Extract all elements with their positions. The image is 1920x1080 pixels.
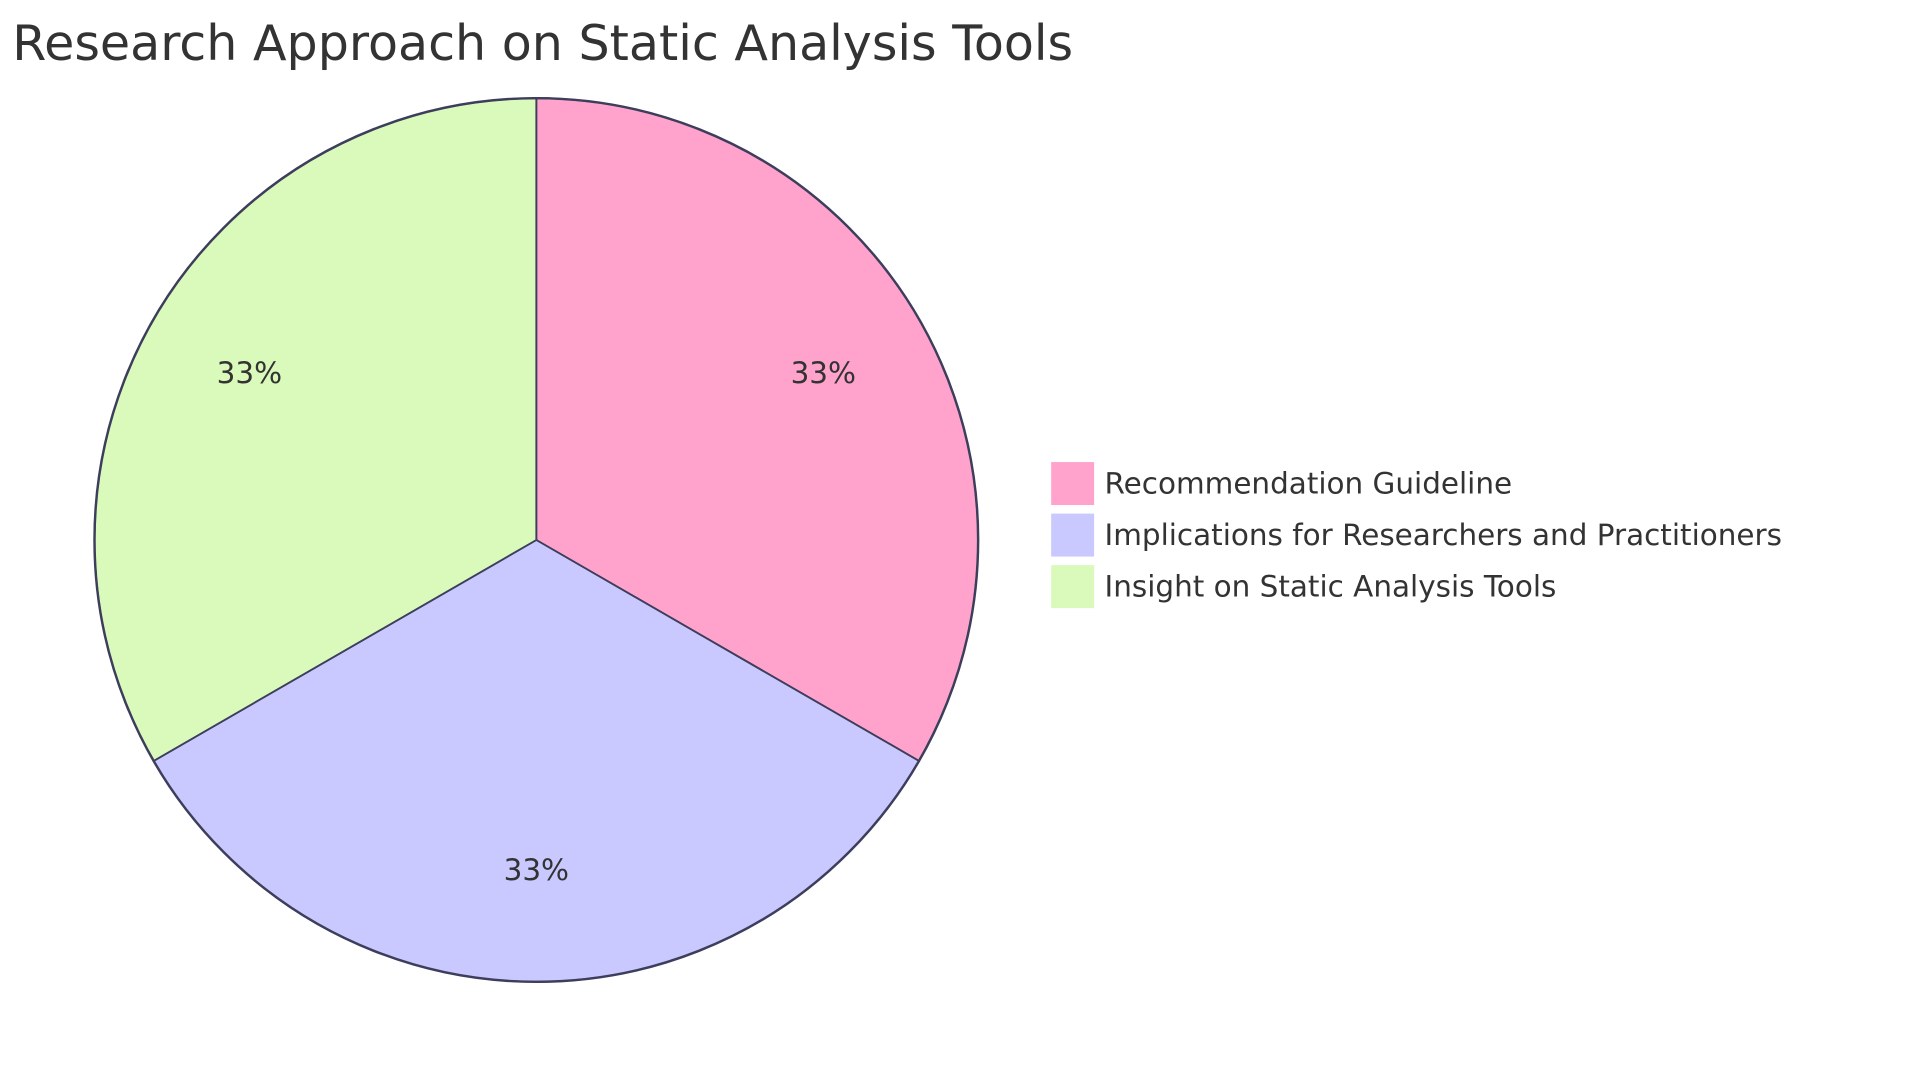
slice-label: 33% xyxy=(504,853,569,887)
legend-label: Insight on Static Analysis Tools xyxy=(1105,569,1557,603)
chart-title: Research Approach on Static Analysis Too… xyxy=(12,14,1073,72)
legend-swatch xyxy=(1049,460,1096,507)
legend-swatch xyxy=(1049,512,1096,558)
legend-swatch xyxy=(1049,563,1096,610)
pie-outline xyxy=(93,96,980,984)
slice-label: 33% xyxy=(217,356,282,390)
legend-label: Implications for Researchers and Practit… xyxy=(1105,518,1782,552)
legend-label: Recommendation Guideline xyxy=(1105,466,1513,500)
slice-label: 33% xyxy=(791,356,856,390)
